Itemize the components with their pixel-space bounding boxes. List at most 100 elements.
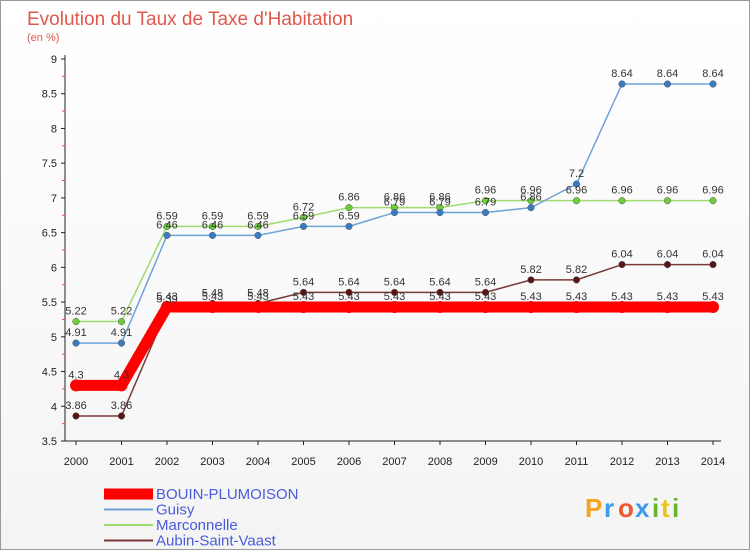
x-tick-label: 2014 (701, 456, 725, 468)
legend-label: Guisy (156, 502, 195, 519)
data-label: 5.43 (202, 291, 223, 303)
data-label: 6.96 (520, 185, 541, 197)
data-label: 5.64 (429, 276, 450, 288)
data-point (481, 288, 490, 296)
data-label: 5.39 (156, 294, 177, 306)
data-point (115, 379, 128, 392)
data-point (297, 300, 310, 313)
data-point (163, 231, 171, 239)
data-label: 6.86 (429, 192, 450, 204)
x-tick-label: 2012 (610, 456, 634, 468)
data-label: 6.04 (702, 249, 723, 261)
legend-label: Aubin-Saint-Vaast (156, 533, 277, 550)
data-point (390, 288, 399, 296)
data-point (252, 300, 264, 313)
data-label: 6.59 (156, 210, 177, 222)
data-point (117, 317, 126, 326)
data-point (663, 80, 672, 88)
data-labels: 3.86 3.86 5.39 5.48 5.48 5.64 5.64 5.64 5.64 5.64… (65, 68, 723, 412)
data-label: 5.64 (293, 276, 314, 288)
data-point (345, 204, 353, 212)
data-label: 5.43 (156, 291, 177, 303)
y-tick-label: 8 (51, 123, 57, 135)
legend: BOUIN-PLUMOISONGuisyMarconnelleAubin-Sai… (104, 486, 299, 549)
chart-subtitle: (en %) (27, 32, 59, 44)
data-point (208, 222, 217, 230)
logo-letter: i (652, 493, 659, 523)
y-tick-label: 5.5 (42, 297, 57, 309)
data-point (163, 222, 171, 230)
logo-letter: o (618, 493, 634, 523)
data-label: 6.96 (702, 185, 723, 197)
legend-label: Marconnelle (156, 517, 238, 534)
x-tick-label: 2013 (655, 456, 679, 468)
data-label: 6.86 (384, 192, 405, 204)
data-label: 3.86 (111, 400, 132, 412)
data-point (72, 412, 80, 420)
data-label: 5.43 (384, 291, 405, 303)
data-point (208, 231, 217, 239)
data-label: 5.43 (611, 291, 632, 303)
data-label: 8.64 (702, 68, 723, 80)
data-point (527, 276, 535, 284)
data-label: 5.43 (429, 291, 450, 303)
data-label: 6.96 (566, 185, 587, 197)
logo-letter: x (635, 493, 650, 523)
y-tick-label: 7.5 (42, 158, 57, 170)
data-point (436, 208, 444, 217)
data-label: 6.46 (156, 219, 177, 231)
data-label: 6.59 (338, 210, 359, 222)
data-point (618, 261, 626, 269)
data-label: 6.79 (429, 196, 450, 208)
x-tick-label: 2001 (109, 456, 133, 468)
data-label: 7.2 (569, 168, 584, 180)
data-label: 5.43 (657, 291, 678, 303)
y-tick-label: 8.5 (42, 89, 57, 101)
data-label: 6.59 (293, 210, 314, 222)
axes: 3.5 4 4.5 5 5.5 6 6.5 7 7.5 8 8.5 9 2000 2001 2002 2003… (42, 54, 726, 468)
y-tick-label: 4.5 (42, 367, 57, 379)
y-tick-label: 6 (51, 262, 57, 274)
data-point (345, 222, 353, 230)
data-label: 6.79 (475, 196, 496, 208)
x-tick-label: 2007 (382, 456, 406, 468)
x-tick-label: 2003 (200, 456, 224, 468)
data-point (481, 208, 490, 217)
y-tick-label: 6.5 (42, 228, 57, 240)
x-tick-label: 2005 (291, 456, 315, 468)
data-label: 6.04 (611, 249, 632, 261)
data-label: 6.72 (293, 201, 314, 213)
x-tick-label: 2006 (337, 456, 361, 468)
data-point (299, 213, 308, 221)
data-label: 6.79 (384, 196, 405, 208)
data-point (479, 300, 492, 313)
data-label: 4.91 (111, 327, 132, 339)
data-label: 5.43 (338, 291, 359, 303)
data-point (709, 197, 717, 205)
data-label: 5.22 (111, 306, 132, 318)
data-label: 5.43 (247, 291, 268, 303)
data-point (527, 197, 535, 205)
y-tick-label: 7 (51, 193, 57, 205)
data-label: 4.3 (114, 369, 129, 381)
data-point (663, 261, 672, 269)
data-point (618, 80, 626, 88)
data-point (572, 180, 581, 188)
logo-letter: P (585, 493, 602, 523)
data-label: 5.43 (702, 291, 723, 303)
data-label: 6.04 (657, 249, 678, 261)
data-point (161, 300, 173, 313)
data-label: 5.64 (475, 276, 496, 288)
data-label: 6.96 (475, 185, 496, 197)
data-label: 8.64 (611, 68, 632, 80)
x-tick-label: 2004 (246, 456, 270, 468)
data-point (525, 300, 537, 313)
data-label: 4.3 (68, 369, 83, 381)
data-label: 5.43 (293, 291, 314, 303)
data-point (663, 197, 672, 205)
series-line-bouin-plumoison (70, 301, 719, 391)
data-point (709, 80, 717, 88)
y-tick-label: 9 (51, 54, 57, 66)
x-tick-label: 2008 (428, 456, 452, 468)
